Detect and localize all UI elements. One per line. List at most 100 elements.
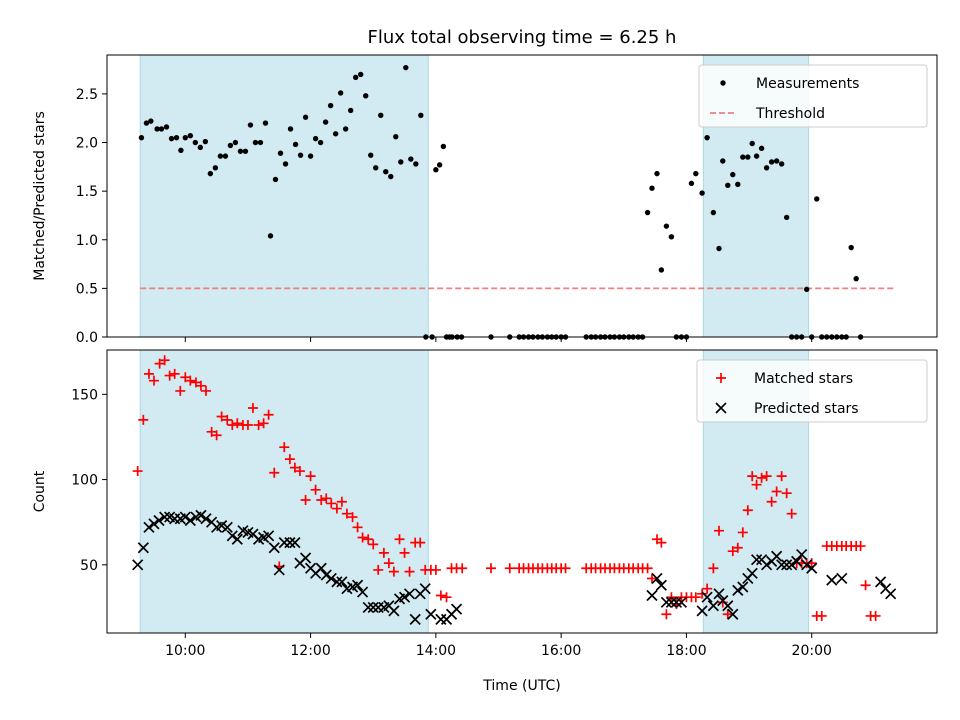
ratio-data-point [182, 134, 189, 141]
ratio-data-point [307, 153, 314, 159]
counts-data-point [200, 385, 211, 396]
ratio-data-point [222, 153, 229, 159]
counts-data-point [132, 466, 143, 477]
counts-data-point [148, 518, 160, 530]
x-tick-label: 12:00 [290, 643, 330, 659]
counts-data-point [185, 375, 196, 386]
counts-data-point [746, 567, 758, 579]
ratio-data-point [312, 135, 319, 142]
counts-legend-frame [696, 359, 928, 423]
counts-legend-label: Matched stars [754, 371, 853, 387]
counts-data-point [713, 588, 725, 600]
counts-data-point [732, 584, 744, 596]
ratio-data-point [192, 139, 199, 146]
counts-series-matched-stars [132, 355, 881, 621]
counts-data-point [200, 513, 212, 525]
counts-data-point [702, 583, 713, 594]
counts-data-point [226, 530, 238, 542]
ratio-data-point [332, 131, 339, 137]
ratio-data-point [735, 181, 741, 188]
counts-data-point [403, 588, 416, 600]
counts-data-point [316, 495, 327, 506]
ratio-data-point [317, 139, 324, 146]
counts-data-point [137, 542, 149, 554]
counts-data-point [222, 414, 233, 425]
counts-data-point [179, 511, 191, 523]
ratio-data-point [848, 244, 854, 251]
ratio-data-point [197, 144, 204, 151]
ratio-data-point [212, 165, 219, 171]
counts-data-point [273, 564, 285, 576]
ratio-data-point [688, 180, 695, 187]
counts-data-point [326, 498, 337, 509]
counts-data-point [398, 591, 411, 603]
counts-data-point [742, 505, 753, 516]
ratio-panel: 0.0 0.5 1.0 1.5 2.0 2.5 Matched/Predicted star… [32, 54, 938, 346]
counts-data-point [646, 589, 658, 602]
counts-data-point [450, 603, 463, 615]
counts-data-point [357, 532, 368, 543]
counts-data-point [435, 590, 446, 601]
x-axis-label: Time (UTC) [482, 678, 560, 694]
counts-data-point [206, 426, 217, 437]
counts-data-point [791, 555, 803, 567]
counts-data-point [860, 580, 871, 591]
counts-data-point [656, 537, 667, 548]
counts-data-point [670, 596, 683, 608]
counts-data-point [761, 559, 773, 571]
ratio-data-point [753, 153, 760, 159]
ratio-data-point [730, 171, 736, 178]
counts-data-point [430, 564, 441, 575]
ratio-data-point [403, 64, 409, 71]
ratio-data-point [138, 134, 145, 141]
counts-data-point [253, 420, 264, 431]
counts-data-point [875, 576, 887, 588]
counts-data-point [289, 537, 301, 549]
counts-data-point [786, 559, 798, 571]
counts-data-point [258, 418, 269, 429]
ratio-y-axis-label: Matched/Predicted stars [32, 111, 48, 281]
ratio-data-point [187, 133, 194, 139]
counts-data-point [352, 522, 363, 533]
counts-data-point [737, 581, 749, 593]
ratio-data-point [297, 152, 304, 158]
counts-data-point [195, 509, 207, 521]
counts-data-point [284, 454, 295, 465]
ratio-data-point [252, 139, 259, 146]
counts-data-point [143, 368, 154, 379]
counts-data-point [336, 576, 348, 588]
counts-data-point [441, 592, 452, 603]
counts-data-point [363, 534, 374, 545]
ratio-data-point [418, 112, 424, 118]
counts-legend-marker [715, 402, 727, 414]
counts-y-tick-label: 100 [71, 473, 98, 489]
counts-data-point [732, 542, 743, 553]
counts-axes-frame [106, 349, 938, 634]
ratio-data-point [207, 170, 214, 177]
x-tick-label: 10:00 [165, 643, 205, 659]
ratio-data-point [352, 74, 359, 81]
counts-data-point [697, 588, 708, 599]
ratio-data-point [740, 154, 746, 160]
ratio-data-point [272, 176, 279, 183]
counts-data-point [190, 377, 201, 388]
counts-data-point [690, 592, 701, 603]
ratio-legend-frame [698, 64, 928, 128]
counts-data-point [781, 559, 793, 571]
counts-data-point [415, 537, 426, 548]
counts-data-point [195, 380, 206, 391]
counts-data-point [321, 493, 332, 504]
ratio-legend: Measurements Threshold [698, 64, 928, 128]
counts-data-point [180, 372, 191, 383]
ratio-data-point [720, 158, 726, 164]
ratio-data-point [178, 147, 184, 153]
x-tick-label: 20:00 [792, 643, 832, 659]
ratio-data-point [749, 140, 755, 147]
ratio-y-tick-label: 2.5 [76, 87, 98, 103]
counts-legend-marker [716, 373, 726, 383]
ratio-data-point [388, 173, 394, 180]
counts-data-point [771, 486, 782, 497]
counts-data-point [299, 552, 312, 564]
counts-data-point [727, 546, 738, 557]
counts-data-point [806, 562, 818, 574]
